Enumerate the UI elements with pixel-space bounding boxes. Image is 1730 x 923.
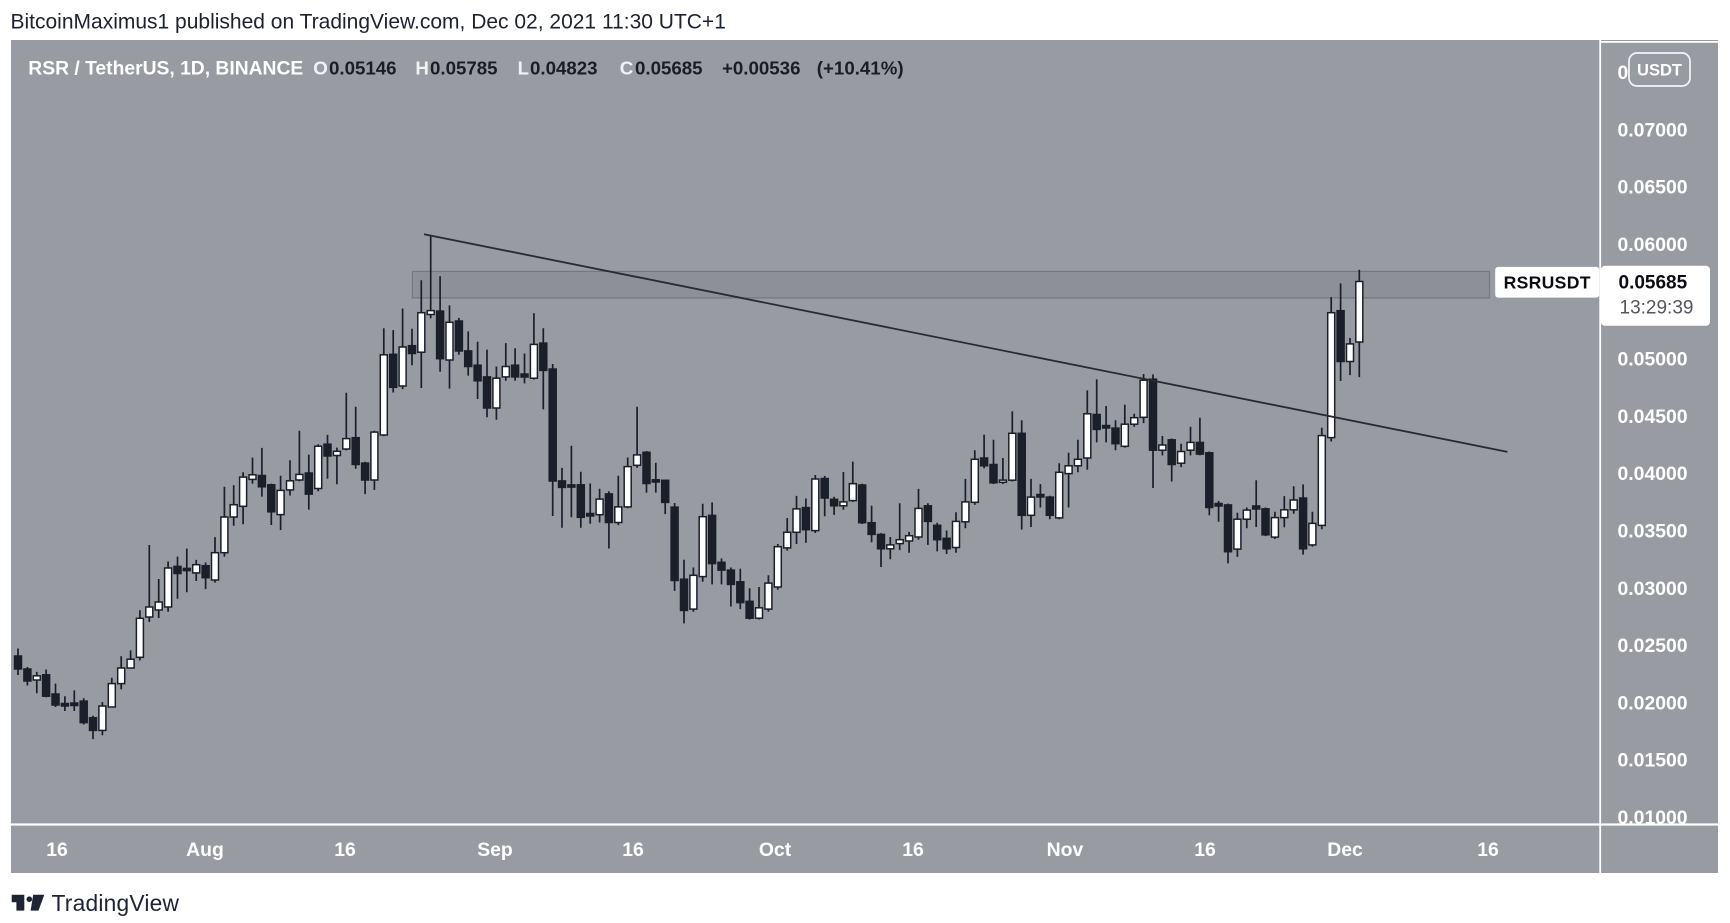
- svg-text:0: 0: [1618, 62, 1629, 84]
- svg-text:0.04000: 0.04000: [1618, 463, 1688, 485]
- svg-text:USDT: USDT: [1637, 62, 1682, 80]
- svg-text:H: H: [415, 58, 429, 79]
- svg-text:0.06500: 0.06500: [1618, 177, 1688, 199]
- svg-text:0.03000: 0.03000: [1618, 578, 1688, 600]
- svg-text:(+10.41%): (+10.41%): [817, 58, 904, 79]
- svg-text:Sep: Sep: [477, 839, 513, 861]
- svg-text:RSR / TetherUS, 1D, BINANCE: RSR / TetherUS, 1D, BINANCE: [28, 59, 303, 80]
- svg-text:0.05685: 0.05685: [1619, 273, 1688, 294]
- svg-text:13:29:39: 13:29:39: [1620, 298, 1694, 319]
- svg-text:0.02500: 0.02500: [1618, 635, 1688, 657]
- svg-text:TradingView: TradingView: [52, 890, 180, 916]
- svg-text:16: 16: [622, 839, 644, 861]
- svg-text:16: 16: [1194, 839, 1216, 861]
- svg-text:Dec: Dec: [1327, 839, 1363, 861]
- svg-text:BitcoinMaximus1 published on T: BitcoinMaximus1 published on TradingView…: [11, 11, 726, 34]
- svg-text:16: 16: [1477, 839, 1499, 861]
- svg-text:Oct: Oct: [759, 839, 792, 861]
- svg-text:L: L: [518, 58, 529, 79]
- svg-text:RSRUSDT: RSRUSDT: [1504, 273, 1591, 293]
- svg-text:0.05146: 0.05146: [329, 58, 397, 79]
- svg-text:0.02000: 0.02000: [1618, 692, 1688, 714]
- svg-text:16: 16: [46, 839, 68, 861]
- svg-text:0.03500: 0.03500: [1618, 521, 1688, 543]
- svg-text:Nov: Nov: [1047, 839, 1084, 861]
- svg-text:0.04823: 0.04823: [530, 58, 598, 79]
- svg-text:16: 16: [902, 839, 924, 861]
- svg-text:0.01000: 0.01000: [1618, 807, 1688, 829]
- svg-text:Aug: Aug: [186, 839, 224, 861]
- svg-text:0.01500: 0.01500: [1618, 750, 1688, 772]
- svg-text:0.06000: 0.06000: [1618, 234, 1688, 256]
- svg-text:0.04500: 0.04500: [1618, 406, 1688, 428]
- svg-text:16: 16: [334, 839, 356, 861]
- svg-text:+0.00536: +0.00536: [722, 58, 800, 79]
- svg-text:0.05785: 0.05785: [430, 58, 498, 79]
- svg-text:C: C: [620, 58, 634, 79]
- svg-text:O: O: [313, 58, 328, 79]
- svg-text:0.05000: 0.05000: [1618, 349, 1688, 371]
- svg-text:0.07000: 0.07000: [1618, 119, 1688, 141]
- svg-text:0.05685: 0.05685: [635, 58, 703, 79]
